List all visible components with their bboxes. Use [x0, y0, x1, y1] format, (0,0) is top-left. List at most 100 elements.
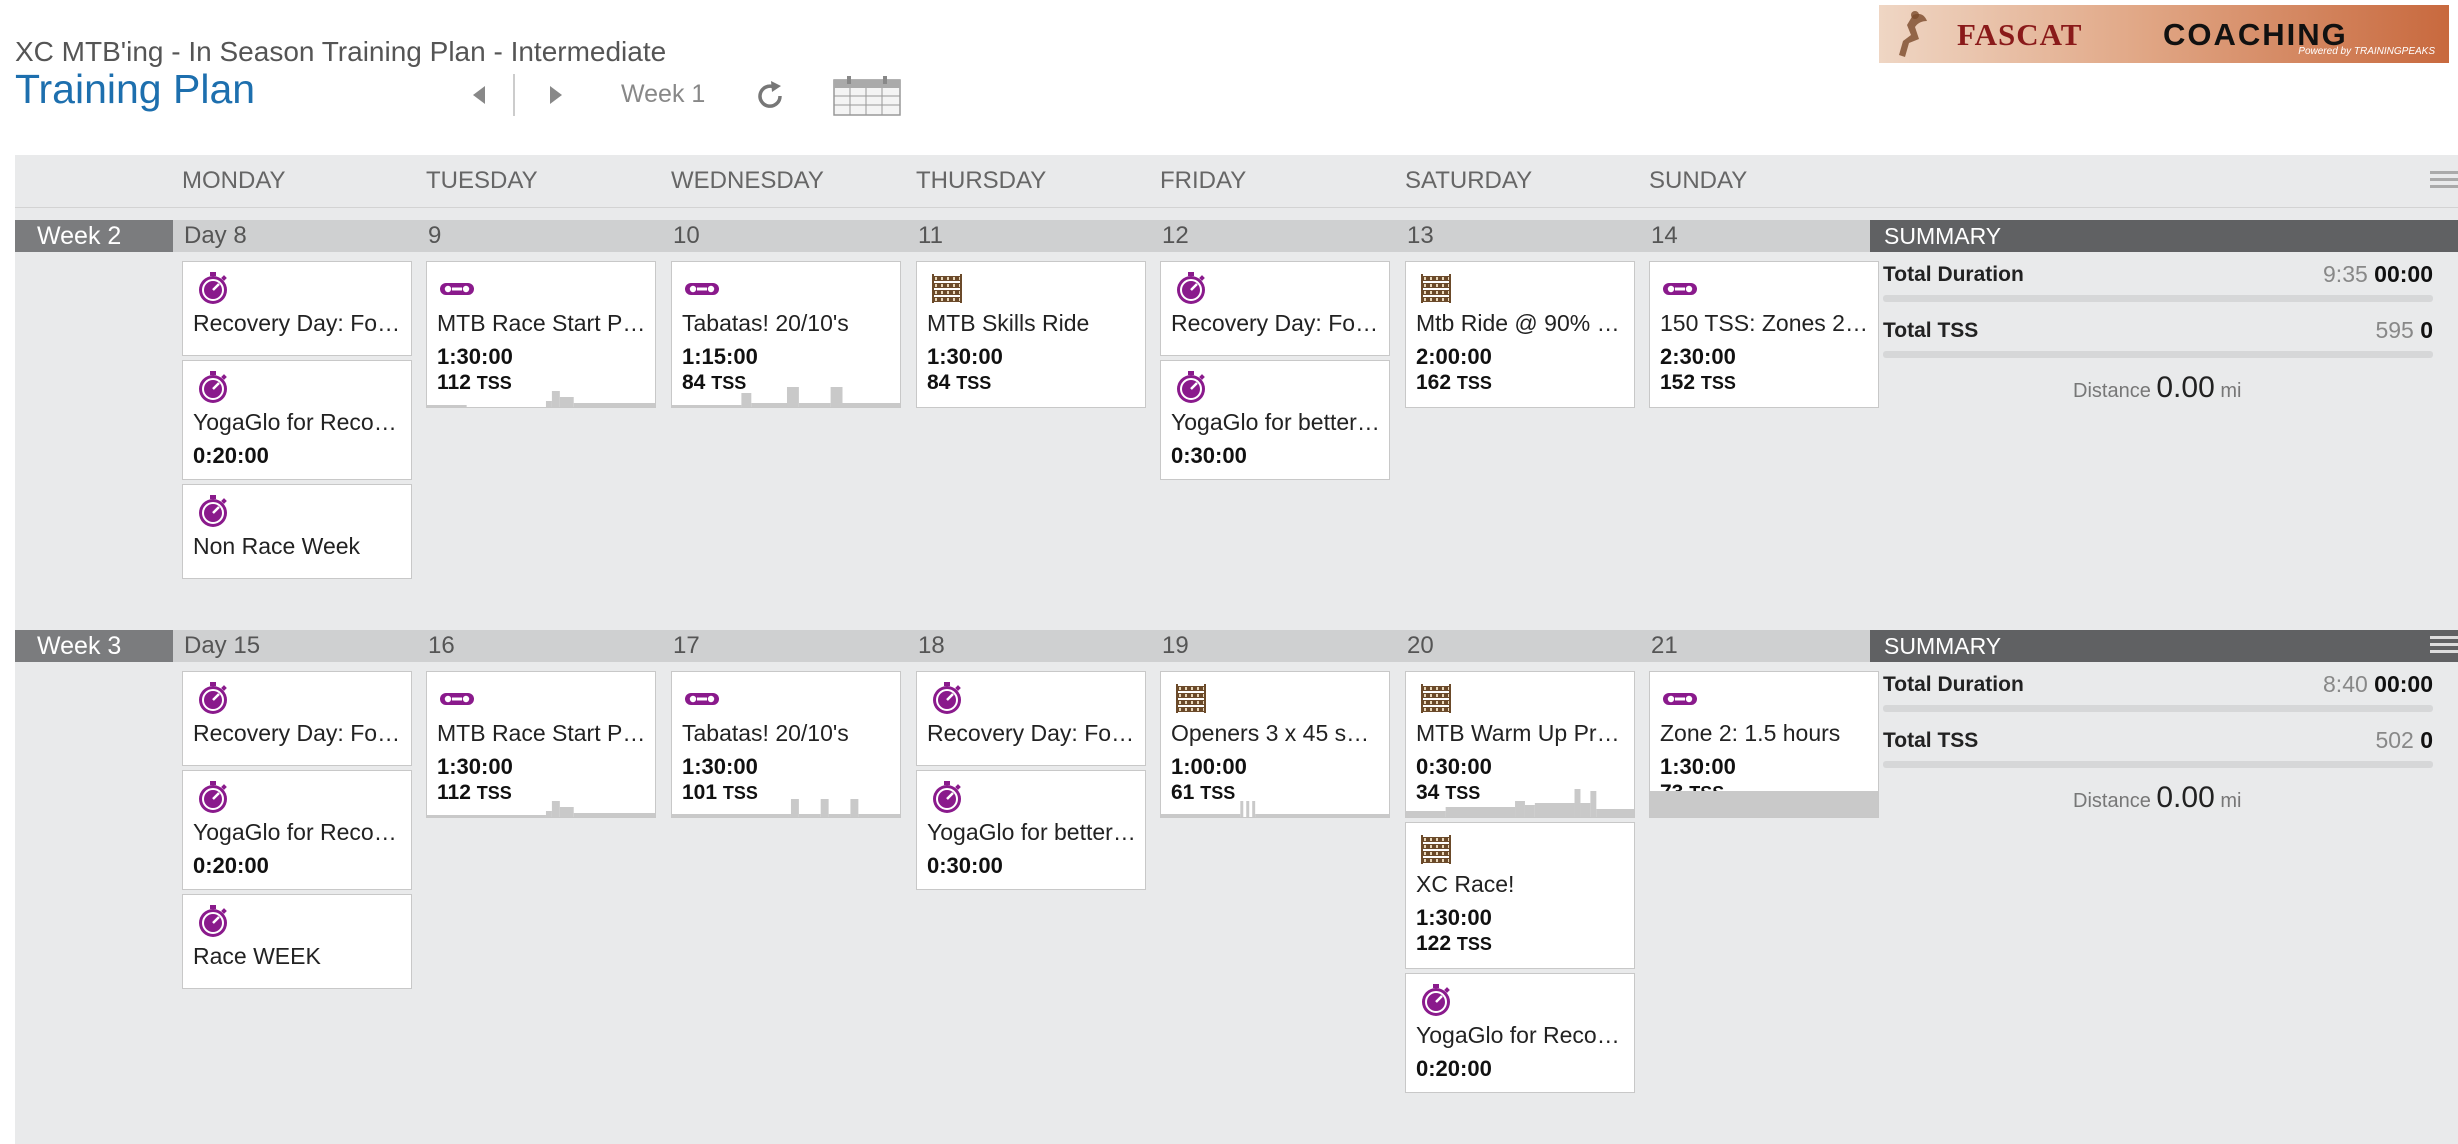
workout-card[interactable]: YogaGlo for Recov… 0:20:00: [1405, 973, 1635, 1093]
workout-profile-graph: [1650, 377, 1878, 407]
workout-duration: 0:30:00: [1416, 754, 1492, 779]
week-label: Week 3: [15, 630, 173, 662]
workout-card[interactable]: Tabatas! 20/10's 1:30:00 101 TSS: [671, 671, 901, 818]
workout-title: MTB Race Start Pr…: [437, 720, 647, 746]
workout-title: MTB Race Start Pr…: [437, 310, 647, 336]
stopwatch-icon: [933, 781, 961, 813]
workout-card[interactable]: YogaGlo for better … 0:30:00: [916, 770, 1146, 890]
bike-icon: [440, 693, 474, 705]
workout-tss: 112 TSS: [437, 371, 512, 395]
tss-value: 152: [1660, 371, 1701, 394]
workout-tss: 162 TSS: [1416, 371, 1492, 395]
tss-value: 101: [682, 781, 723, 804]
stopwatch-icon: [1177, 272, 1205, 304]
workout-duration: 0:30:00: [1171, 443, 1247, 468]
distance-value: 0.00: [2156, 371, 2215, 404]
summary-actual-value: 0: [2420, 727, 2433, 753]
workout-duration: 1:30:00: [927, 344, 1003, 369]
calendar-icon[interactable]: [833, 76, 901, 116]
summary-distance: Distance 0.00 mi: [2073, 781, 2241, 815]
workout-duration: 0:20:00: [1416, 1056, 1492, 1081]
day-number: Day 8: [184, 222, 247, 249]
workout-title: Recovery Day: Fou…: [193, 310, 403, 336]
fascat-coaching-logo: FASCAT COACHING Powered by TRAININGPEAKS: [1879, 5, 2449, 63]
workout-duration: 1:30:00: [1416, 905, 1492, 930]
distance-label: Distance: [2073, 380, 2157, 402]
workout-title: Non Race Week: [193, 533, 361, 559]
day-number: Day 15: [184, 632, 261, 659]
next-week-button[interactable]: [540, 80, 570, 110]
tss-value: 162: [1416, 371, 1457, 394]
workout-card[interactable]: 150 TSS: Zones 2 … 2:30:00 152 TSS: [1649, 261, 1879, 408]
previous-week-button[interactable]: [465, 80, 495, 110]
workout-card[interactable]: MTB Skills Ride 1:30:00 84 TSS: [916, 261, 1146, 408]
workout-card[interactable]: YogaGlo for Recov… 0:20:00: [182, 360, 412, 480]
summary-menu-icon[interactable]: [2430, 634, 2458, 656]
workout-title: Race WEEK: [193, 943, 321, 969]
workout-card[interactable]: Recovery Day: Fou…: [182, 671, 412, 766]
workout-tss: 84 TSS: [682, 371, 746, 395]
workout-card[interactable]: Race WEEK: [182, 894, 412, 989]
tss-unit: TSS: [1456, 373, 1492, 393]
refresh-icon[interactable]: [752, 78, 788, 114]
day-header-sunday: SUNDAY: [1649, 167, 1748, 194]
day-number: 11: [918, 222, 943, 249]
day-header-wednesday: WEDNESDAY: [671, 167, 824, 194]
workout-card[interactable]: Recovery Day: Fou…: [916, 671, 1146, 766]
day-header-friday: FRIDAY: [1160, 167, 1247, 194]
workout-duration: 0:20:00: [193, 853, 269, 878]
workout-profile-graph: [427, 391, 655, 407]
workout-card[interactable]: Recovery Day: Fou…: [1160, 261, 1390, 356]
workout-profile-graph: [1650, 791, 1878, 817]
summary-value: 502 0: [2375, 727, 2433, 753]
summary-label: Total Duration: [1883, 673, 2024, 696]
workout-card[interactable]: Recovery Day: Fou…: [182, 261, 412, 356]
tss-unit: TSS: [722, 783, 758, 803]
workout-tss: 152 TSS: [1660, 371, 1736, 395]
day-number: 9: [428, 222, 442, 249]
workout-card[interactable]: XC Race! 1:30:00 122 TSS: [1405, 822, 1635, 969]
workout-card[interactable]: MTB Race Start Pr… 1:30:00 112 TSS: [426, 671, 656, 818]
tss-value: 122: [1416, 932, 1457, 955]
workout-profile-graph: [1161, 801, 1389, 817]
tss-unit: TSS: [956, 373, 992, 393]
day-number: 16: [428, 632, 455, 659]
menu-icon[interactable]: [2430, 169, 2458, 191]
day-number: 19: [1162, 632, 1189, 659]
day-header-saturday: SATURDAY: [1405, 167, 1533, 194]
workout-card[interactable]: YogaGlo for Recov… 0:20:00: [182, 770, 412, 890]
stopwatch-icon: [199, 905, 227, 937]
workout-card[interactable]: YogaGlo for better … 0:30:00: [1160, 360, 1390, 480]
workout-card[interactable]: MTB Warm Up Pro… 0:30:00 34 TSS: [1405, 671, 1635, 818]
current-week-label: Week 1: [621, 80, 706, 108]
workout-tss: 84 TSS: [927, 371, 991, 395]
workout-title: Openers 3 x 45 se…: [1171, 720, 1381, 746]
summary-distance: Distance 0.00 mi: [2073, 371, 2241, 405]
day-header-tuesday: TUESDAY: [426, 167, 538, 194]
day-header-monday: MONDAY: [182, 167, 286, 194]
summary-value: 9:35 00:00: [2323, 261, 2433, 287]
workout-duration: 1:30:00: [437, 344, 513, 369]
workout-card[interactable]: Non Race Week: [182, 484, 412, 579]
workout-title: YogaGlo for better …: [927, 819, 1137, 845]
summary-label: Total Duration: [1883, 263, 2024, 286]
logo-powered-text: Powered by TRAININGPEAKS: [2298, 46, 2435, 57]
workout-duration: 0:20:00: [193, 443, 269, 468]
summary-progress-bar: [1883, 295, 2433, 302]
day-number: 12: [1162, 222, 1189, 249]
bike-icon: [685, 283, 719, 295]
stopwatch-icon: [199, 495, 227, 527]
workout-card[interactable]: Tabatas! 20/10's 1:15:00 84 TSS: [671, 261, 901, 408]
summary-actual-value: 00:00: [2374, 671, 2433, 697]
workout-card[interactable]: Mtb Ride @ 90% R… 2:00:00 162 TSS: [1405, 261, 1635, 408]
workout-card[interactable]: Openers 3 x 45 se… 1:00:00 61 TSS: [1160, 671, 1390, 818]
workout-profile-graph: [427, 801, 655, 817]
day-number: 21: [1651, 632, 1678, 659]
workout-profile-graph: [672, 799, 900, 817]
workout-card[interactable]: MTB Race Start Pr… 1:30:00 112 TSS: [426, 261, 656, 408]
week-row-3: Week 3: [15, 630, 1885, 662]
tss-value: 61: [1171, 781, 1201, 804]
bike-icon: [440, 283, 474, 295]
workout-title: Tabatas! 20/10's: [682, 720, 849, 746]
